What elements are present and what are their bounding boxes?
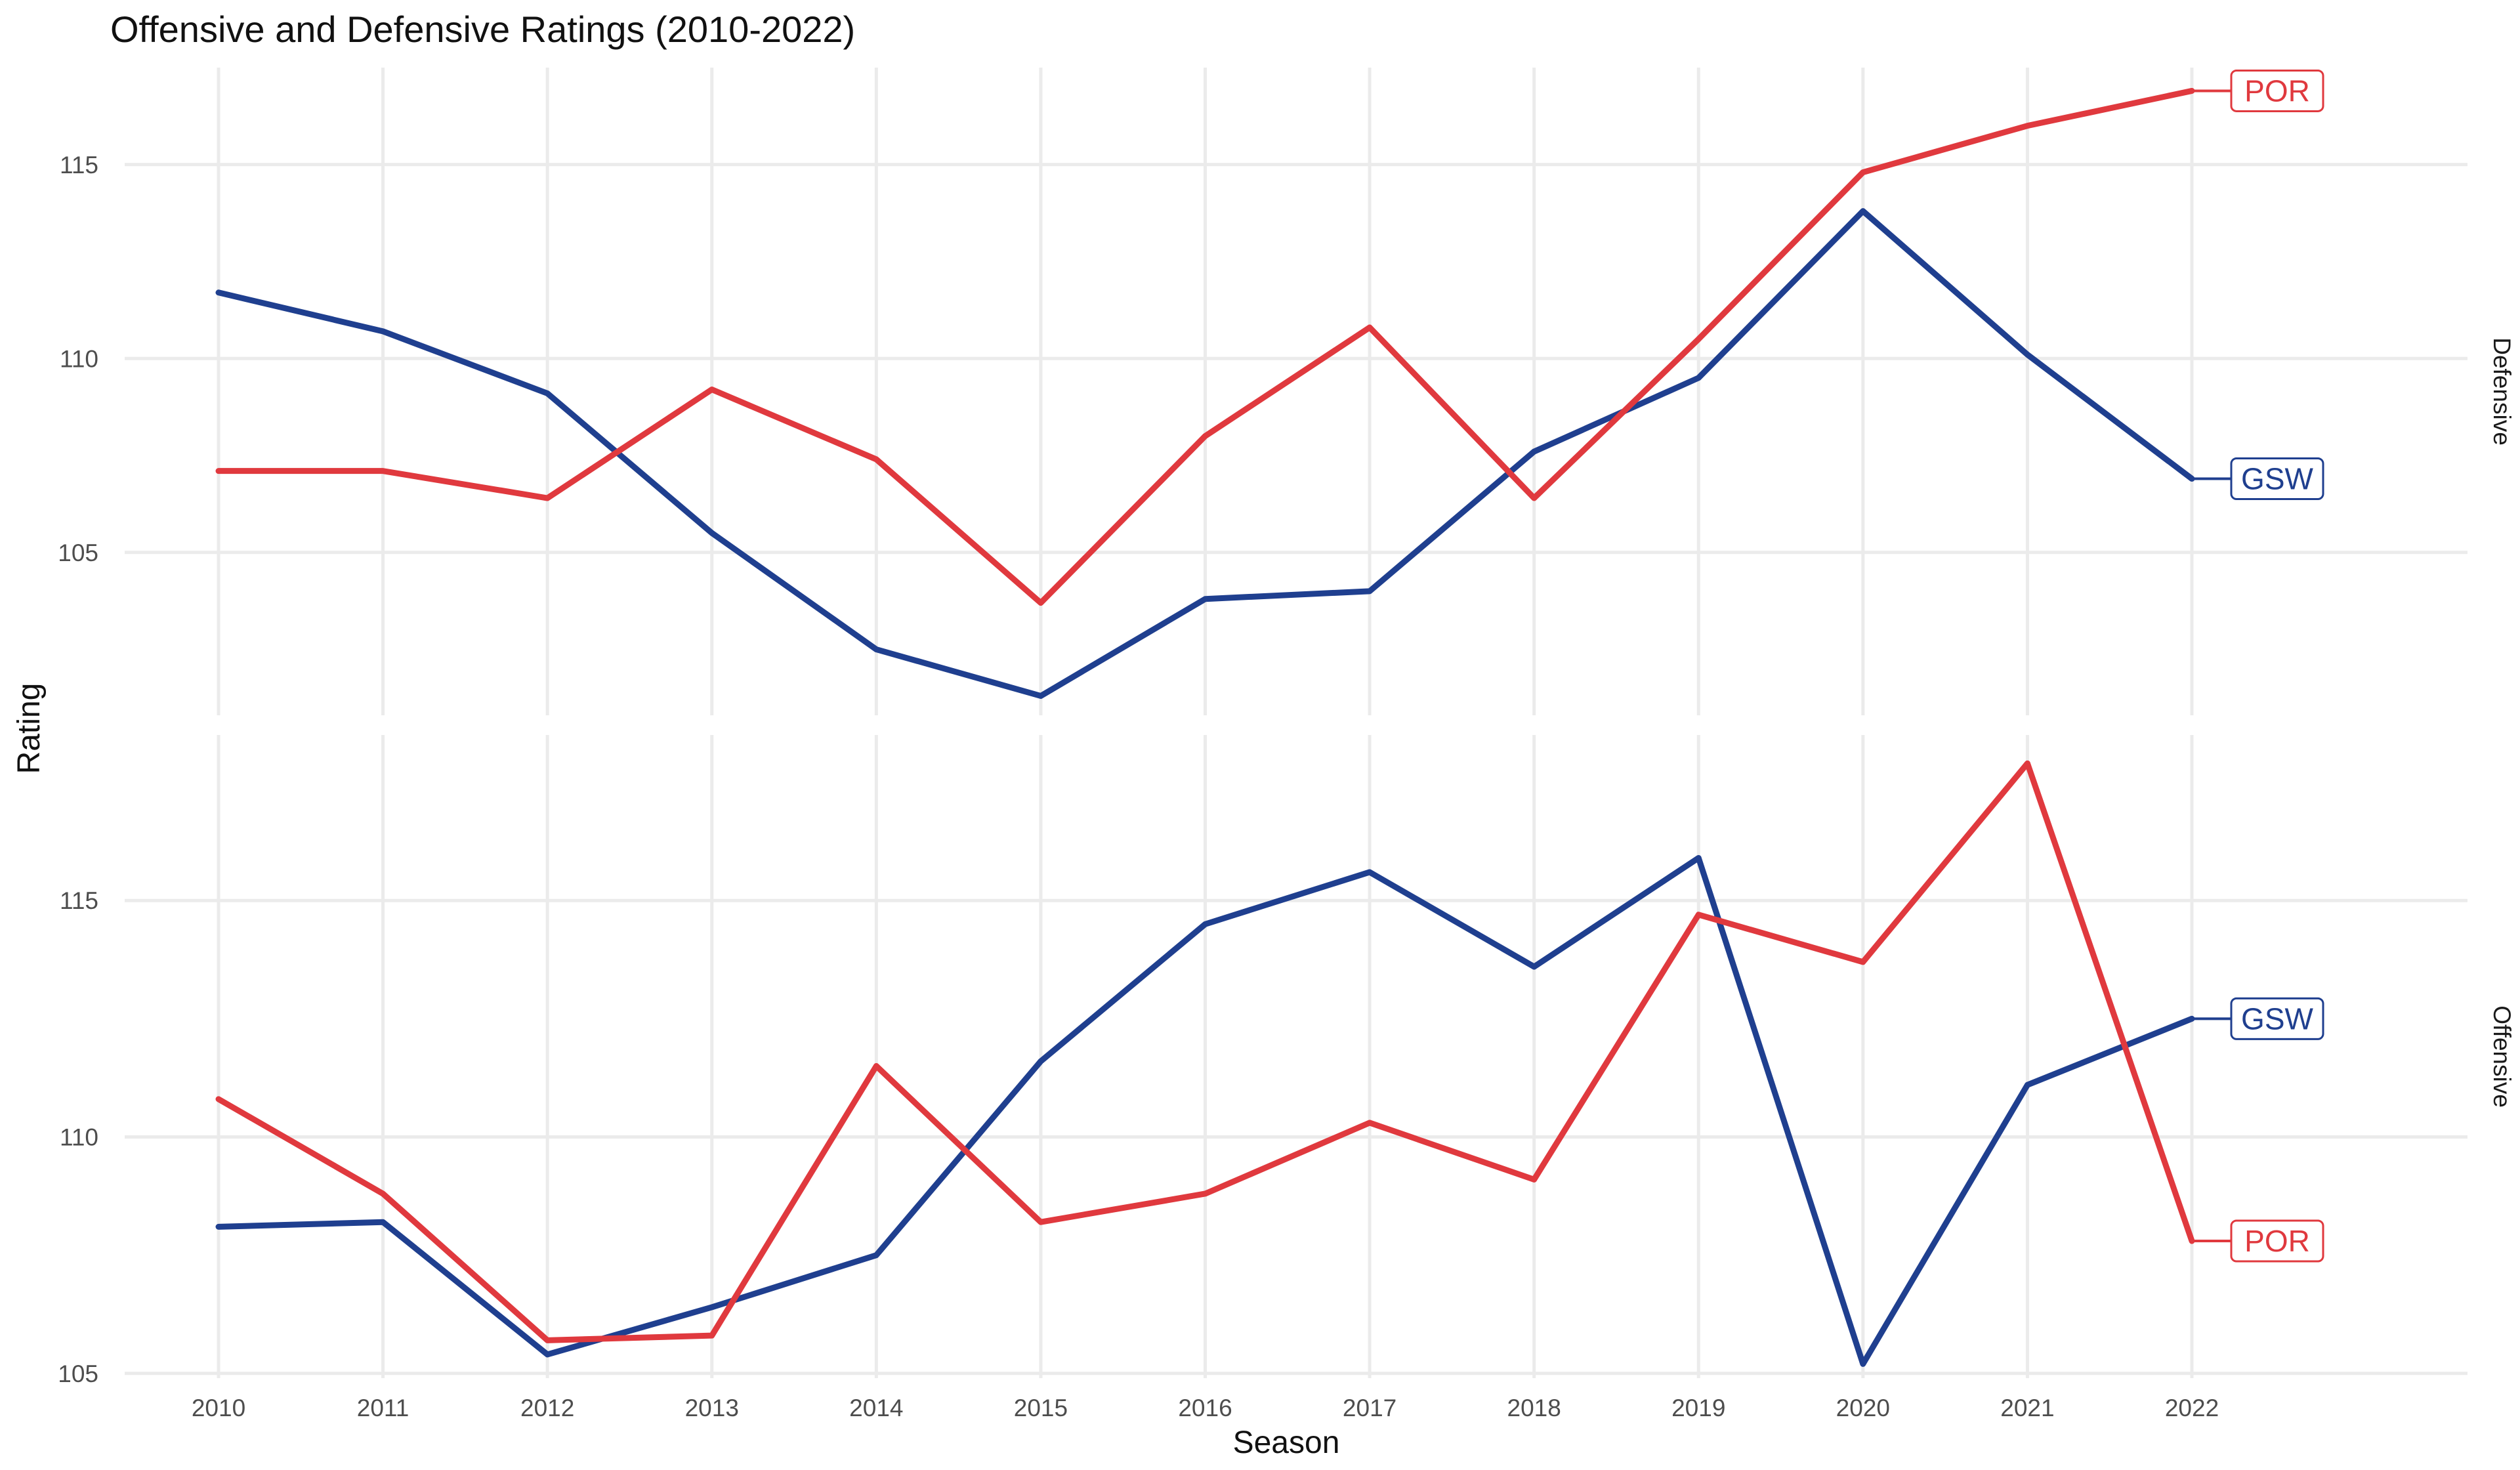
x-tick-label: 2014 <box>849 1395 903 1421</box>
end-label-por: POR <box>2244 1224 2310 1258</box>
x-tick-label: 2020 <box>1836 1395 1890 1421</box>
x-axis-title: Season <box>1233 1425 1340 1460</box>
x-tick-label: 2019 <box>1671 1395 1725 1421</box>
series-line-por <box>215 87 2195 606</box>
x-tick-label: 2013 <box>685 1395 739 1421</box>
x-tick-label: 2016 <box>1178 1395 1232 1421</box>
series-line-por <box>215 760 2195 1343</box>
y-axis-title: Rating <box>12 683 47 774</box>
end-label-por: POR <box>2244 74 2310 108</box>
series-line-gsw <box>215 854 2195 1367</box>
panels: 105 110 115 Defensive GSW POR 105 110 115 Offensi… <box>58 68 2515 1387</box>
x-tick-label: 2011 <box>357 1395 410 1421</box>
panel-defensive: 105 110 115 Defensive GSW POR <box>58 68 2515 715</box>
x-tick-label: 2010 <box>192 1395 245 1421</box>
y-tick-label: 110 <box>60 345 98 372</box>
x-tick-label: 2017 <box>1343 1395 1396 1421</box>
end-label-box <box>2230 457 2324 500</box>
end-label-box <box>2230 69 2324 112</box>
facet-strip-label: Defensive <box>2488 337 2515 446</box>
panel-offensive: 105 110 115 Offensive GSW POR <box>58 735 2515 1387</box>
x-tick-label: 2018 <box>1507 1395 1561 1421</box>
end-label-gsw: GSW <box>2241 461 2313 495</box>
end-label-box <box>2230 997 2324 1040</box>
chart-title: Offensive and Defensive Ratings (2010-20… <box>110 9 855 50</box>
y-tick-label: 115 <box>60 152 98 178</box>
series-line-gsw <box>215 208 2195 699</box>
end-label-box <box>2230 1219 2324 1263</box>
x-tick-label: 2012 <box>520 1395 574 1421</box>
x-tick-label: 2021 <box>2000 1395 2054 1421</box>
y-tick-label: 105 <box>58 539 98 566</box>
x-axis-ticks: 2010 2011 2012 2013 2014 2015 2016 2017 2018 2019… <box>192 1395 2219 1421</box>
facet-strip-label: Offensive <box>2488 1005 2515 1108</box>
y-tick-label: 105 <box>58 1360 98 1387</box>
end-label-gsw: GSW <box>2241 1001 2313 1036</box>
x-tick-label: 2022 <box>2165 1395 2219 1421</box>
y-tick-label: 115 <box>60 887 98 914</box>
x-tick-label: 2015 <box>1014 1395 1068 1421</box>
y-tick-label: 110 <box>60 1124 98 1151</box>
